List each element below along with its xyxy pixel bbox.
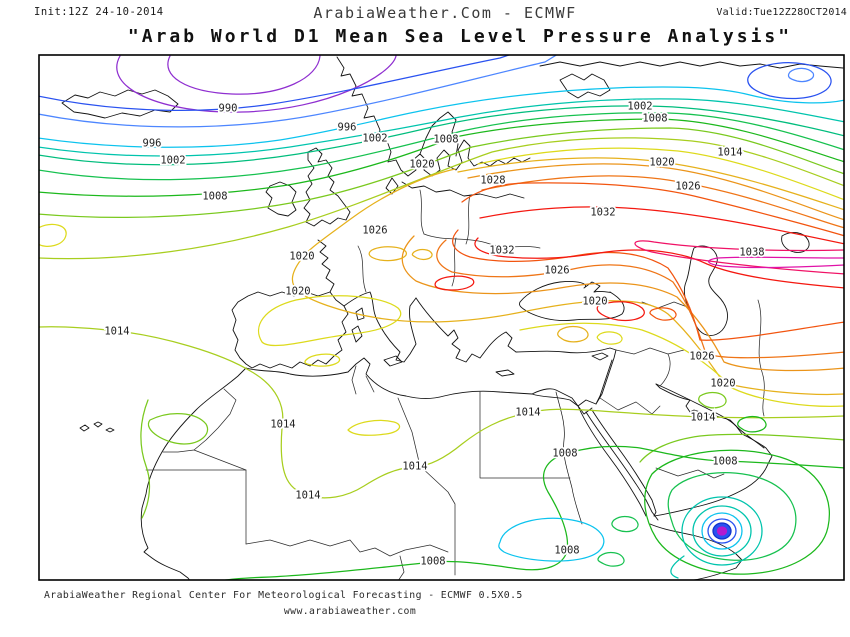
isobar-label: 996 [143,138,162,150]
brand-label: ArabiaWeather.Com - ECMWF [313,4,577,22]
isobar-label: 1026 [544,265,569,277]
isobar-label: 1032 [590,207,615,219]
isobar-label: 1002 [160,155,185,167]
isobar-label: 1020 [649,157,674,169]
cyclone-ring [707,518,737,544]
isobar-label: 1020 [285,286,310,298]
isobar-label: 1026 [689,351,714,363]
isobar-label: 1014 [295,490,320,502]
isobar-label: 1014 [690,412,715,424]
isobar-label: 1008 [202,191,227,203]
isobar-label: 1014 [717,147,742,159]
isobar-label: 1008 [642,113,667,125]
init-time-label: Init:12Z 24-10-2014 [34,6,164,18]
isobar-label: 1002 [362,133,387,145]
isobar-label: 1014 [402,461,427,473]
cyclone-ring [716,526,728,536]
cyclone-ring [692,505,752,557]
isobar-label: 1002 [627,101,652,113]
isobar-label: 1014 [104,326,129,338]
isobar-label: 1020 [582,296,607,308]
isobar-label: 1026 [675,181,700,193]
isobar-label: 1020 [409,159,434,171]
isobar-label: 1008 [554,545,579,557]
footer-url: www.arabiaweather.com [283,606,417,617]
cyclone-ring [701,512,743,550]
isobar-label: 990 [219,103,238,115]
cyclone-ring [681,496,763,566]
isobar-label: 1014 [270,419,295,431]
isobar-label: 1032 [489,245,514,257]
isobar-labels: 9909969961002100210021008100810081014102… [103,99,767,570]
isobar-label: 1014 [515,407,540,419]
isobar-label: 1008 [552,448,577,460]
country-borders [145,189,765,580]
isobar-label: 1026 [362,225,387,237]
isobar-label: 1028 [480,175,505,187]
map-frame [38,54,845,581]
isobar-label: 996 [338,122,357,134]
isobar-label: 1038 [739,247,764,259]
isobar-label: 1008 [433,134,458,146]
chart-title: "Arab World D1 Mean Sea Level Pressure A… [127,26,793,47]
isobar-label: 1020 [289,251,314,263]
isobar-label: 1020 [710,378,735,390]
isobar-label: 1008 [712,456,737,468]
tropical-cyclone [681,496,763,566]
isobar-contours [39,55,844,580]
isobar-label: 1008 [420,556,445,568]
valid-time-label: Valid:Tue12Z28OCT2014 [716,7,847,18]
footer-credit: ArabiaWeather Regional Center For Meteor… [44,590,523,601]
